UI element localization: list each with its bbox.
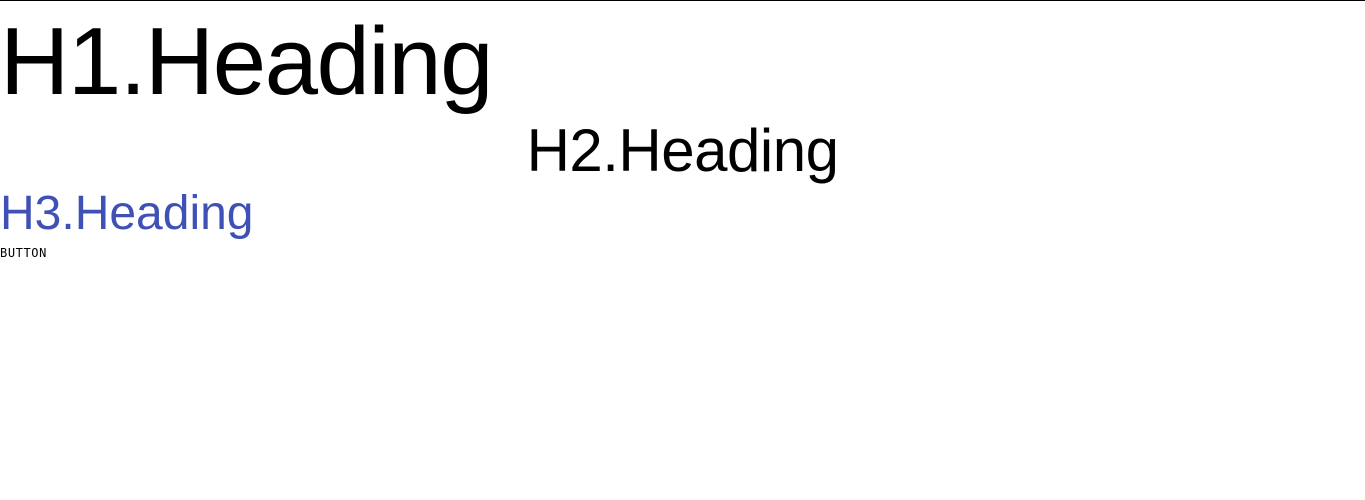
heading-h2: H2.Heading (526, 117, 839, 184)
heading-h1: H1.Heading (0, 8, 494, 115)
heading-h3: H3.Heading (0, 187, 254, 240)
text-button[interactable]: BUTTON (0, 246, 47, 260)
top-divider (0, 0, 1365, 1)
